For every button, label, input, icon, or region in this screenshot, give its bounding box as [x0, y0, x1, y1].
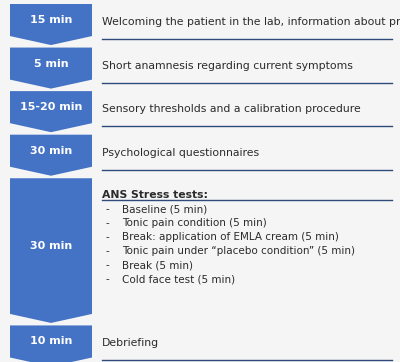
Text: Baseline (5 min): Baseline (5 min): [122, 204, 207, 214]
Text: ANS Stress tests:: ANS Stress tests:: [102, 190, 208, 200]
Text: Welcoming the patient in the lab, information about procedure: Welcoming the patient in the lab, inform…: [102, 17, 400, 27]
Text: -: -: [106, 274, 110, 284]
Text: Psychological questionnaires: Psychological questionnaires: [102, 148, 259, 158]
Text: Sensory thresholds and a calibration procedure: Sensory thresholds and a calibration pro…: [102, 104, 361, 114]
Polygon shape: [10, 47, 92, 89]
Polygon shape: [10, 178, 92, 323]
Polygon shape: [10, 4, 92, 45]
Text: 30 min: 30 min: [30, 241, 72, 251]
Polygon shape: [10, 325, 92, 362]
Text: -: -: [106, 246, 110, 256]
Text: Short anamnesis regarding current symptoms: Short anamnesis regarding current sympto…: [102, 60, 353, 71]
Text: 15-20 min: 15-20 min: [20, 102, 82, 112]
Text: Break: application of EMLA cream (5 min): Break: application of EMLA cream (5 min): [122, 232, 339, 242]
Text: -: -: [106, 218, 110, 228]
Text: 10 min: 10 min: [30, 336, 72, 346]
Text: -: -: [106, 204, 110, 214]
Text: 5 min: 5 min: [34, 59, 68, 68]
Text: 15 min: 15 min: [30, 15, 72, 25]
Text: Debriefing: Debriefing: [102, 338, 159, 349]
Polygon shape: [10, 135, 92, 176]
Polygon shape: [10, 91, 92, 132]
Text: -: -: [106, 260, 110, 270]
Text: Tonic pain under “placebo condition” (5 min): Tonic pain under “placebo condition” (5 …: [122, 246, 355, 256]
Text: Break (5 min): Break (5 min): [122, 260, 193, 270]
Text: -: -: [106, 232, 110, 242]
Text: Cold face test (5 min): Cold face test (5 min): [122, 274, 235, 284]
Text: 30 min: 30 min: [30, 146, 72, 156]
Text: Tonic pain condition (5 min): Tonic pain condition (5 min): [122, 218, 267, 228]
